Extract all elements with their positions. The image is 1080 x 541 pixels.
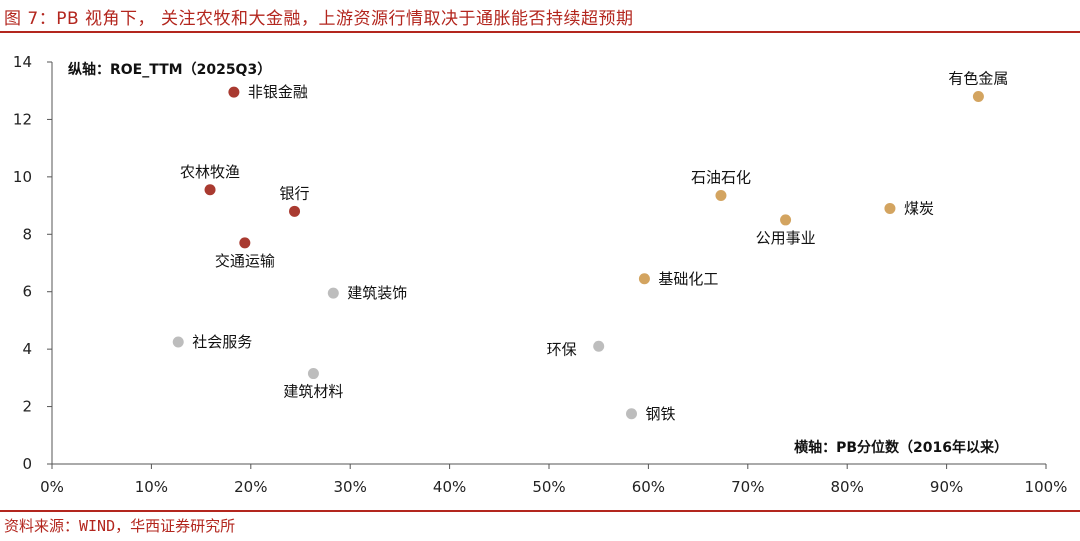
data-label: 基础化工: [658, 270, 718, 288]
x-tick-label: 50%: [532, 478, 565, 496]
y-tick-label: 12: [13, 110, 32, 128]
data-label: 交通运输: [215, 252, 275, 270]
figure-title: 图 7：PB 视角下， 关注农牧和大金融，上游资源行情取决于通胀能否持续超预期: [4, 9, 634, 29]
x-tick-label: 20%: [234, 478, 267, 496]
chart-axes: 0 2 4 6 8 10 12 14 0% 10% 20% 30% 40% 50% 60% 70% 80% 90%…: [13, 53, 1068, 496]
x-tick-label: 0%: [40, 478, 64, 496]
y-axis-label: 纵轴：ROE_TTM（2025Q3）: [68, 61, 271, 78]
y-tick-label: 2: [22, 398, 32, 416]
x-tick-label: 90%: [930, 478, 963, 496]
data-label: 石油石化: [691, 169, 751, 187]
data-label: 建筑装饰: [347, 284, 407, 302]
data-point: [972, 90, 984, 102]
x-tick-label: 100%: [1025, 478, 1068, 496]
y-tick-label: 0: [22, 455, 32, 473]
data-label: 农林牧渔: [180, 163, 240, 181]
data-point: [626, 408, 638, 420]
x-axis-label: 横轴：PB分位数（2016年以来）: [794, 439, 1008, 456]
data-label: 非银金融: [248, 83, 308, 101]
x-tick-label: 60%: [632, 478, 665, 496]
y-tick-label: 4: [22, 340, 32, 358]
data-point: [593, 340, 605, 352]
x-tick-label: 80%: [831, 478, 864, 496]
data-point: [172, 336, 184, 348]
data-point: [239, 237, 251, 249]
data-point: [228, 86, 240, 98]
data-point: [327, 287, 339, 299]
data-point: [307, 368, 319, 380]
data-label: 有色金属: [948, 69, 1008, 87]
data-point: [289, 205, 301, 217]
data-point: [780, 214, 792, 226]
source-note: 资料来源：WIND，华西证券研究所: [4, 517, 236, 535]
data-label: 公用事业: [756, 229, 816, 247]
data-label: 银行: [280, 184, 310, 202]
title-divider: [0, 31, 1080, 33]
scatter-chart: 0 2 4 6 8 10 12 14 0% 10% 20% 30% 40% 50% 60% 70% 80% 90%…: [13, 53, 1068, 496]
y-tick-label: 6: [22, 283, 32, 301]
footer-divider: [0, 510, 1080, 512]
x-tick-label: 40%: [433, 478, 466, 496]
y-tick-label: 8: [22, 225, 32, 243]
data-label: 环保: [547, 340, 577, 358]
data-point: [884, 202, 896, 214]
data-label: 建筑材料: [283, 383, 343, 401]
data-label: 社会服务: [192, 333, 252, 351]
x-tick-label: 70%: [731, 478, 764, 496]
data-label: 钢铁: [646, 405, 676, 423]
y-tick-label: 14: [13, 53, 32, 71]
x-tick-label: 10%: [135, 478, 168, 496]
x-tick-label: 30%: [334, 478, 367, 496]
data-point: [638, 273, 650, 285]
data-point: [204, 184, 216, 196]
data-point: [715, 190, 727, 202]
data-label: 煤炭: [904, 199, 934, 217]
y-tick-label: 10: [13, 168, 32, 186]
